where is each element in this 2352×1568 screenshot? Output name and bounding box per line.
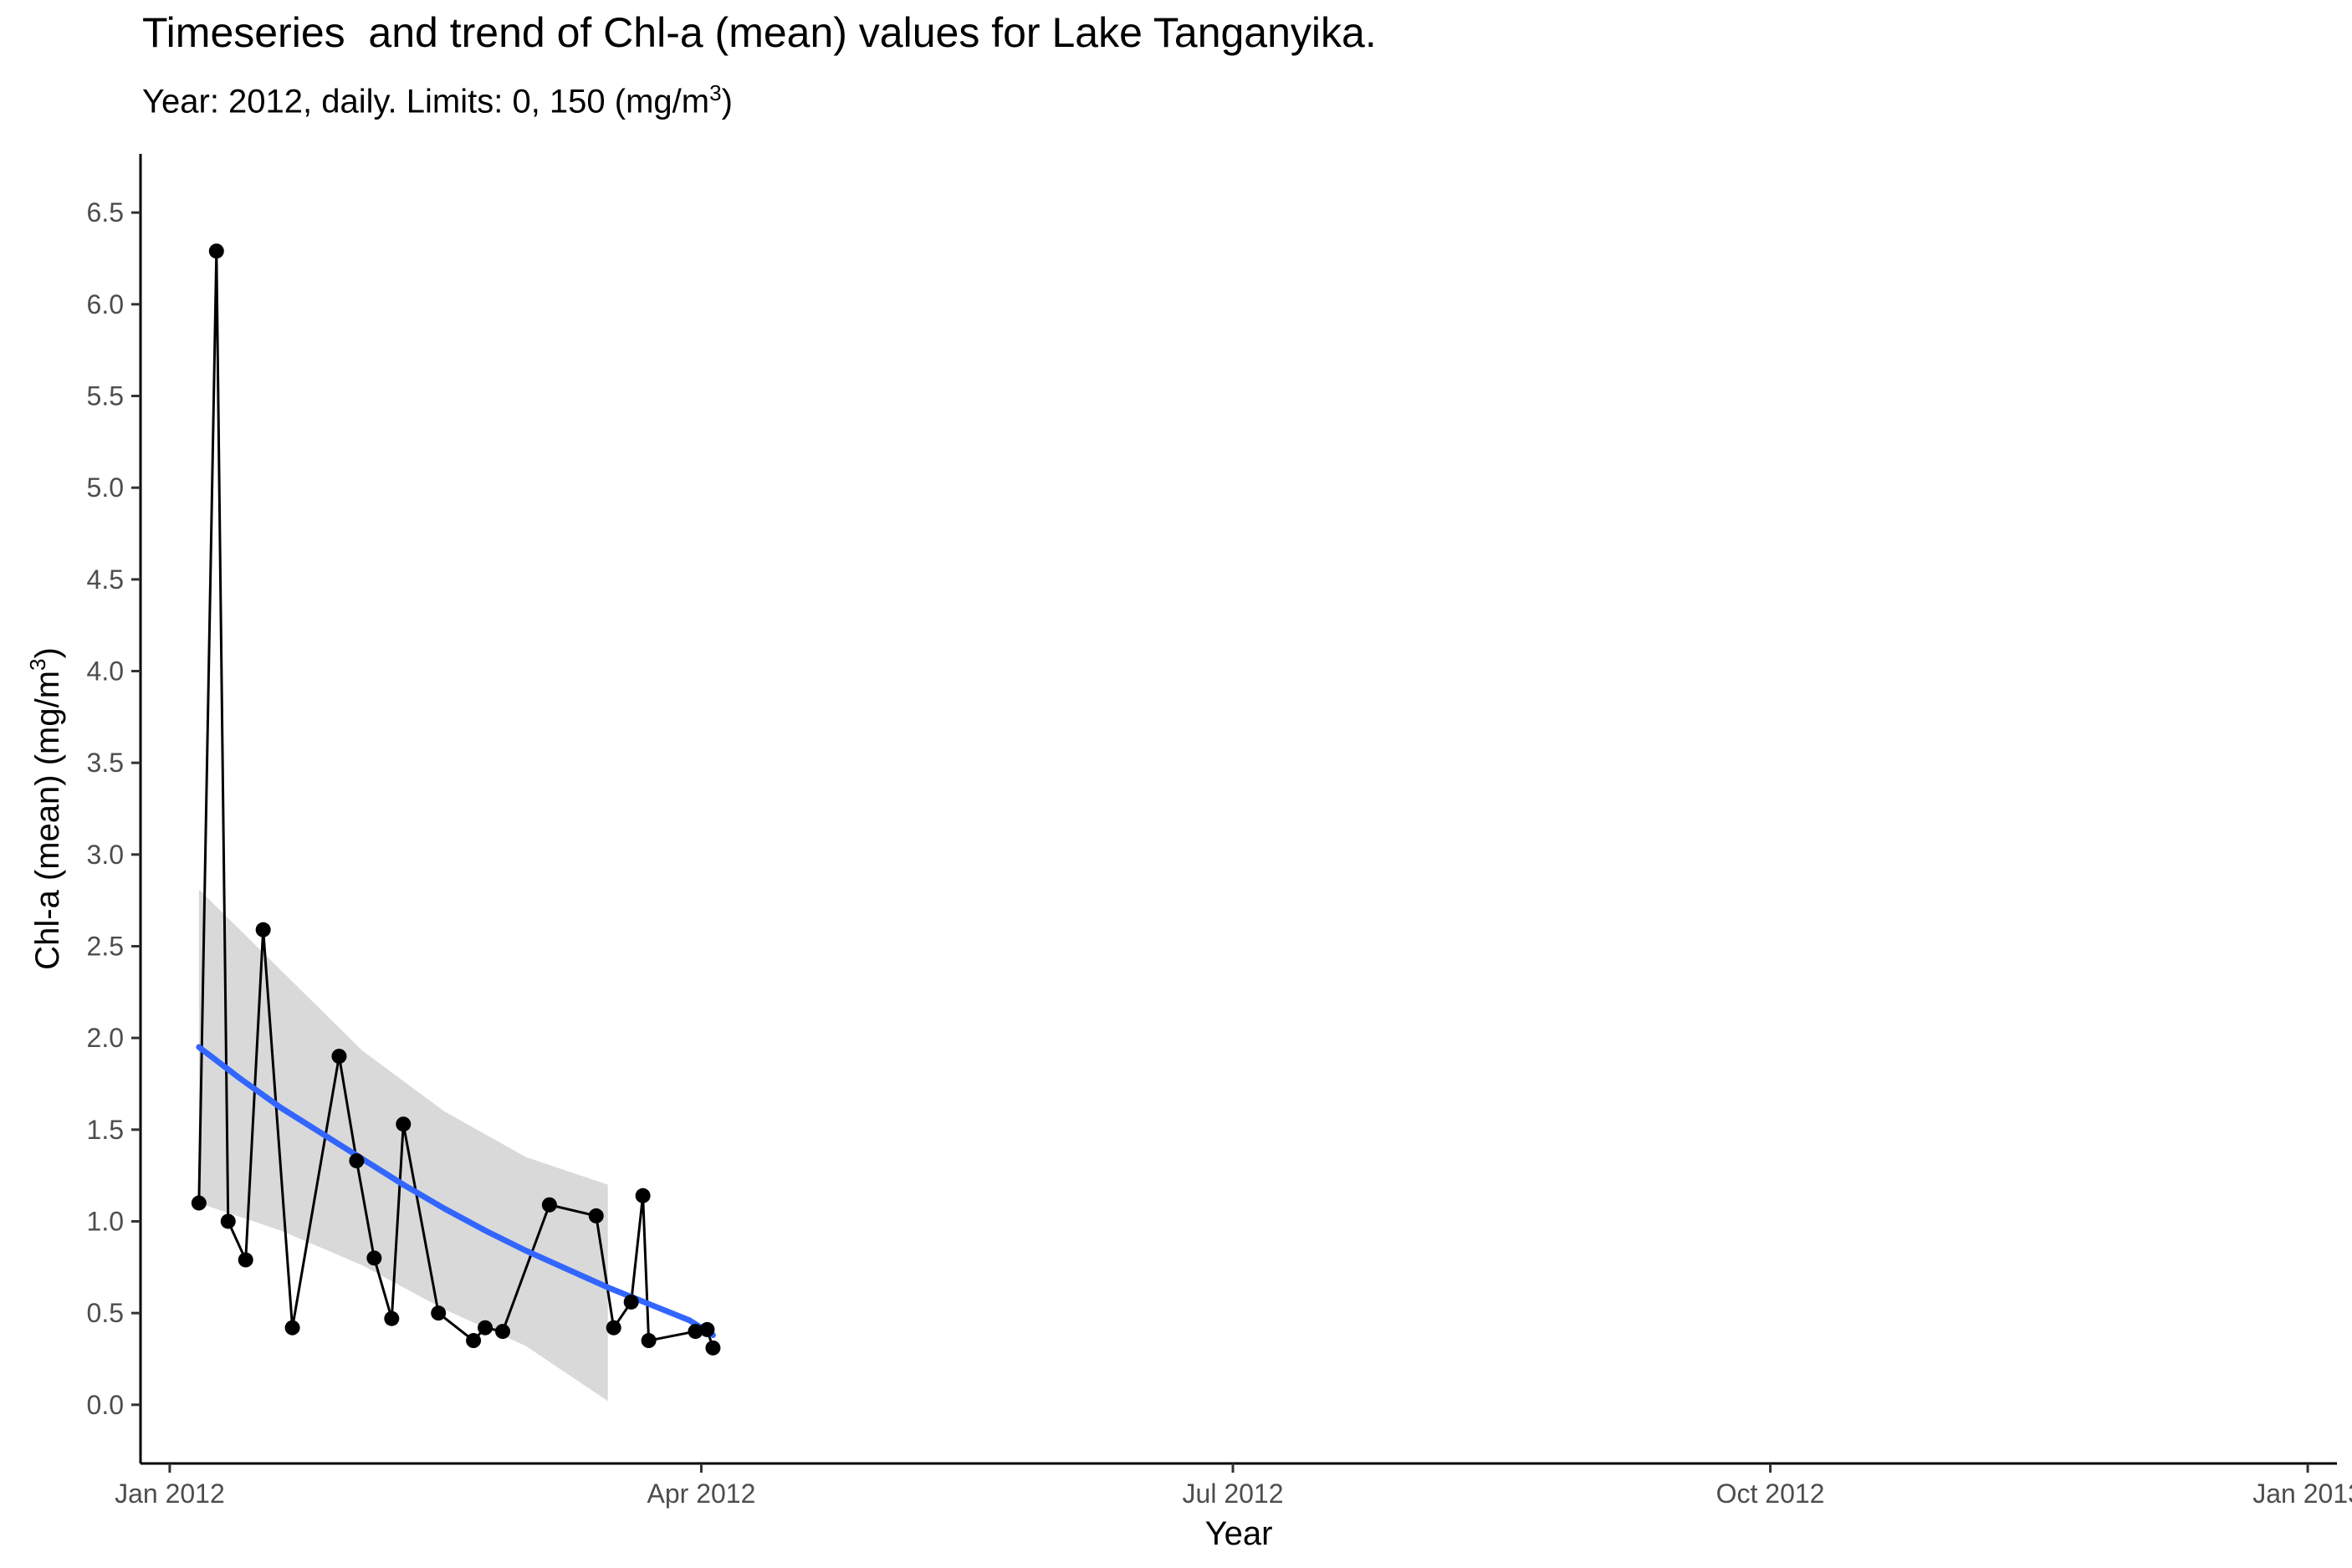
- data-point: [238, 1252, 253, 1268]
- y-axis-title-text: Chl-a (mean) (mg/m: [29, 671, 66, 970]
- data-point: [495, 1324, 511, 1340]
- data-point: [641, 1333, 657, 1349]
- data-point: [699, 1321, 715, 1337]
- data-point: [606, 1320, 621, 1336]
- y-tick-label: 0.5: [87, 1298, 124, 1328]
- y-axis-title-superscript: 3: [25, 659, 50, 671]
- observation-points-layer: [191, 243, 721, 1356]
- x-tick-label: Apr 2012: [647, 1479, 756, 1509]
- data-point: [220, 1213, 236, 1229]
- data-point: [284, 1320, 300, 1336]
- observations-line-layer: [197, 249, 714, 1349]
- y-tick-label: 2.5: [87, 931, 124, 961]
- y-axis-title-closing: ): [29, 647, 66, 658]
- data-point: [191, 1195, 207, 1211]
- y-axis-title: Chl-a (mean) (mg/m3): [25, 647, 66, 970]
- data-point: [208, 243, 224, 259]
- confidence-band: [198, 889, 608, 1402]
- y-tick-label: 6.5: [87, 197, 124, 227]
- data-point: [255, 922, 271, 937]
- y-tick-layer: 0.0 0.5 1.0 1.5 2.0 2.5 3.0 3.5 4.0 4.5 5.0 5.5 6.0 6…: [87, 197, 141, 1420]
- y-tick-label: 4.5: [87, 564, 124, 595]
- x-tick-label: Oct 2012: [1716, 1479, 1825, 1509]
- y-tick-label: 1.5: [87, 1115, 124, 1145]
- y-tick-label: 5.5: [87, 381, 124, 411]
- data-point: [396, 1116, 412, 1132]
- data-point: [466, 1333, 482, 1349]
- chart-subtitle-superscript: 3: [709, 80, 722, 105]
- confidence-band-layer: [198, 889, 608, 1402]
- observations-line: [197, 249, 714, 1349]
- x-tick-label: Jan 2012: [115, 1479, 225, 1509]
- chart-subtitle: Year: 2012, daily. Limits: 0, 150 (mg/m3…: [142, 80, 733, 120]
- data-point: [635, 1187, 651, 1203]
- trend-line: [196, 1044, 716, 1338]
- x-axis-title: Year: [1205, 1515, 1273, 1552]
- data-point: [366, 1250, 382, 1266]
- chart-title: Timeseries and trend of Chl-a (mean) val…: [142, 9, 1377, 56]
- data-point: [384, 1310, 400, 1326]
- data-point: [331, 1049, 347, 1065]
- data-point: [705, 1340, 721, 1356]
- data-point: [541, 1197, 557, 1213]
- chart-subtitle-text: Year: 2012, daily. Limits: 0, 150 (mg/m: [142, 83, 710, 120]
- chart-subtitle-closing: ): [721, 83, 733, 120]
- data-point: [623, 1294, 639, 1310]
- y-tick-label: 3.0: [87, 840, 124, 870]
- y-tick-label: 5.0: [87, 472, 124, 503]
- data-point: [688, 1324, 703, 1340]
- data-point: [588, 1208, 604, 1223]
- x-tick-label: Jul 2012: [1183, 1479, 1284, 1509]
- y-tick-label: 0.0: [87, 1390, 124, 1420]
- y-tick-label: 6.0: [87, 289, 124, 319]
- x-tick-label: Jan 2013: [2252, 1479, 2352, 1509]
- y-tick-label: 2.0: [87, 1023, 124, 1053]
- axes-layer: [139, 154, 2337, 1465]
- y-tick-label: 4.0: [87, 656, 124, 687]
- data-point: [478, 1320, 493, 1336]
- x-tick-layer: Jan 2012 Apr 2012 Jul 2012 Oct 2012 Jan 2013: [115, 1463, 2352, 1509]
- y-tick-label: 1.0: [87, 1206, 124, 1236]
- data-point: [349, 1153, 365, 1169]
- data-point: [431, 1305, 447, 1321]
- trend-line-layer: [196, 1044, 716, 1338]
- y-tick-label: 3.5: [87, 748, 124, 778]
